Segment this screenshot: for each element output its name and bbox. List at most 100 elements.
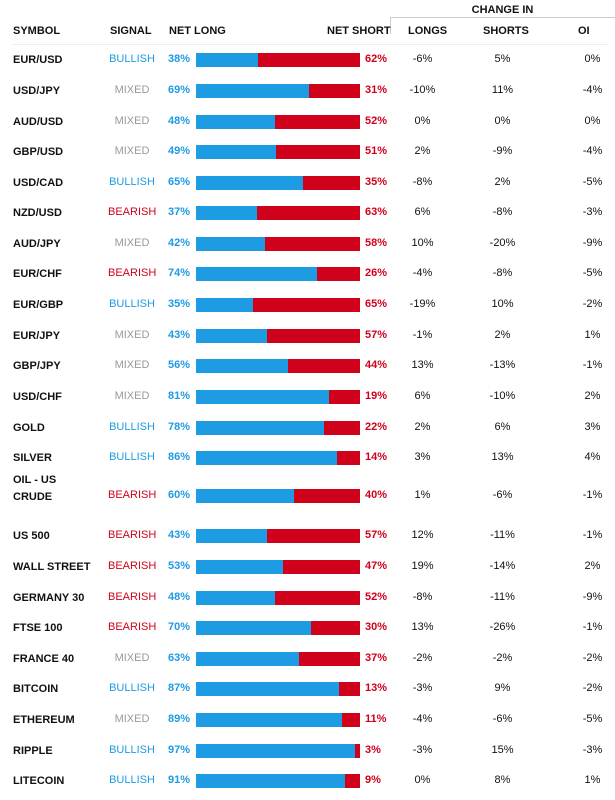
net-long-bar-fill: [196, 774, 346, 788]
change-longs-value: -6%: [412, 53, 433, 65]
net-long-bar-fill: [196, 298, 254, 312]
net-long-value: 87%: [168, 682, 191, 694]
table-row[interactable]: EUR/USD BULLISH 38% 62% -6% 5% 0%: [0, 53, 615, 69]
table-row[interactable]: RIPPLE BULLISH 97% 3% -3% 15% -3%: [0, 744, 615, 760]
net-long-value: 74%: [168, 267, 191, 279]
symbol-cell[interactable]: GBP/USD: [13, 146, 64, 158]
signal-cell: MIXED: [114, 115, 150, 127]
net-long-value: 42%: [168, 237, 191, 249]
table-row[interactable]: EUR/GBP BULLISH 35% 65% -19% 10% -2%: [0, 298, 615, 314]
symbol-cell[interactable]: WALL STREET: [13, 561, 91, 573]
table-row[interactable]: OIL - US CRUDE BEARISH 60% 40% 1% -6% -1%: [0, 474, 615, 505]
signal-cell: BEARISH: [108, 560, 157, 572]
table-row[interactable]: BITCOIN BULLISH 87% 13% -3% 9% -2%: [0, 682, 615, 698]
change-oi-value: -2%: [582, 298, 603, 310]
symbol-cell[interactable]: AUD/USD: [13, 116, 64, 128]
net-long-bar-fill: [196, 744, 356, 758]
symbol-cell[interactable]: EUR/CHF: [13, 268, 62, 280]
change-oi-value: -1%: [582, 359, 603, 371]
symbol-cell[interactable]: EUR/JPY: [13, 330, 61, 342]
net-position-bar: [196, 267, 360, 281]
change-oi-value: 3%: [584, 421, 601, 433]
net-long-value: 35%: [168, 298, 191, 310]
symbol-cell[interactable]: EUR/GBP: [13, 299, 64, 311]
net-short-value: 40%: [365, 489, 388, 501]
change-shorts-value: -8%: [492, 267, 513, 279]
table-row[interactable]: USD/CAD BULLISH 65% 35% -8% 2% -5%: [0, 176, 615, 192]
net-long-bar-fill: [196, 176, 303, 190]
symbol-cell[interactable]: ETHEREUM: [13, 714, 75, 726]
symbol-cell[interactable]: USD/CAD: [13, 177, 64, 189]
net-short-value: 62%: [365, 53, 388, 65]
symbol-cell[interactable]: NZD/USD: [13, 207, 62, 219]
net-short-value: 65%: [365, 298, 388, 310]
change-oi-value: -2%: [582, 682, 603, 694]
table-row[interactable]: NZD/USD BEARISH 37% 63% 6% -8% -3%: [0, 206, 615, 222]
net-long-bar-fill: [196, 421, 324, 435]
change-shorts-value: 6%: [494, 421, 511, 433]
change-oi-value: 4%: [584, 451, 601, 463]
change-longs-value: 0%: [414, 774, 431, 786]
table-row[interactable]: AUD/USD MIXED 48% 52% 0% 0% 0%: [0, 115, 615, 131]
net-position-bar: [196, 774, 360, 788]
symbol-cell[interactable]: USD/JPY: [13, 85, 61, 97]
symbol-cell[interactable]: SILVER: [13, 452, 52, 464]
net-long-bar-fill: [196, 53, 259, 67]
change-oi-value: 0%: [584, 53, 601, 65]
change-shorts-value: 8%: [494, 774, 511, 786]
symbol-cell[interactable]: RIPPLE: [13, 745, 53, 757]
signal-cell: BULLISH: [109, 451, 155, 463]
symbol-cell[interactable]: FRANCE 40: [13, 653, 75, 665]
symbol-cell[interactable]: LITECOIN: [13, 775, 65, 787]
table-row[interactable]: USD/JPY MIXED 69% 31% -10% 11% -4%: [0, 84, 615, 100]
signal-cell: BULLISH: [109, 176, 155, 188]
net-long-value: 97%: [168, 744, 191, 756]
table-row[interactable]: FTSE 100 BEARISH 70% 30% 13% -26% -1%: [0, 621, 615, 637]
change-shorts-value: -14%: [489, 560, 516, 572]
change-longs-value: 10%: [411, 237, 434, 249]
table-row[interactable]: GBP/JPY MIXED 56% 44% 13% -13% -1%: [0, 359, 615, 375]
signal-cell: BEARISH: [108, 621, 157, 633]
symbol-cell[interactable]: OIL - US CRUDE: [13, 474, 57, 503]
table-row[interactable]: ETHEREUM MIXED 89% 11% -4% -6% -5%: [0, 713, 615, 729]
net-long-bar-fill: [196, 237, 265, 251]
table-row[interactable]: GOLD BULLISH 78% 22% 2% 6% 3%: [0, 421, 615, 437]
change-oi-value: -1%: [582, 489, 603, 501]
symbol-cell[interactable]: GOLD: [13, 422, 45, 434]
symbol-cell[interactable]: GBP/JPY: [13, 360, 61, 372]
table-row[interactable]: GERMANY 30 BEARISH 48% 52% -8% -11% -9%: [0, 591, 615, 607]
symbol-cell[interactable]: GERMANY 30: [13, 592, 85, 604]
net-position-bar: [196, 390, 360, 404]
table-row[interactable]: FRANCE 40 MIXED 63% 37% -2% -2% -2%: [0, 652, 615, 668]
net-long-value: 63%: [168, 652, 191, 664]
symbol-cell[interactable]: AUD/JPY: [13, 238, 61, 250]
change-longs-value: -10%: [409, 84, 436, 96]
signal-cell: BEARISH: [108, 206, 157, 218]
change-oi-value: -2%: [582, 652, 603, 664]
table-row[interactable]: EUR/CHF BEARISH 74% 26% -4% -8% -5%: [0, 267, 615, 283]
net-short-value: 22%: [365, 421, 388, 433]
net-long-bar-fill: [196, 84, 310, 98]
table-row[interactable]: LITECOIN BULLISH 91% 9% 0% 8% 1%: [0, 774, 615, 790]
signal-cell: MIXED: [114, 652, 150, 664]
table-row[interactable]: EUR/JPY MIXED 43% 57% -1% 2% 1%: [0, 329, 615, 345]
table-row[interactable]: SILVER BULLISH 86% 14% 3% 13% 4%: [0, 451, 615, 467]
symbol-cell[interactable]: US 500: [13, 530, 50, 542]
table-row[interactable]: WALL STREET BEARISH 53% 47% 19% -14% 2%: [0, 560, 615, 576]
change-longs-value: -3%: [412, 682, 433, 694]
net-long-value: 81%: [168, 390, 191, 402]
symbol-cell[interactable]: USD/CHF: [13, 391, 62, 403]
change-oi-value: -5%: [582, 267, 603, 279]
table-row[interactable]: AUD/JPY MIXED 42% 58% 10% -20% -9%: [0, 237, 615, 253]
table-row[interactable]: US 500 BEARISH 43% 57% 12% -11% -1%: [0, 529, 615, 545]
symbol-cell[interactable]: EUR/USD: [13, 54, 63, 66]
net-long-bar-fill: [196, 206, 257, 220]
net-position-bar: [196, 713, 360, 727]
change-longs-value: 0%: [414, 115, 431, 127]
net-position-bar: [196, 451, 360, 465]
net-position-bar: [196, 421, 360, 435]
symbol-cell[interactable]: FTSE 100: [13, 622, 63, 634]
symbol-cell[interactable]: BITCOIN: [13, 683, 59, 695]
table-row[interactable]: GBP/USD MIXED 49% 51% 2% -9% -4%: [0, 145, 615, 161]
table-row[interactable]: USD/CHF MIXED 81% 19% 6% -10% 2%: [0, 390, 615, 406]
